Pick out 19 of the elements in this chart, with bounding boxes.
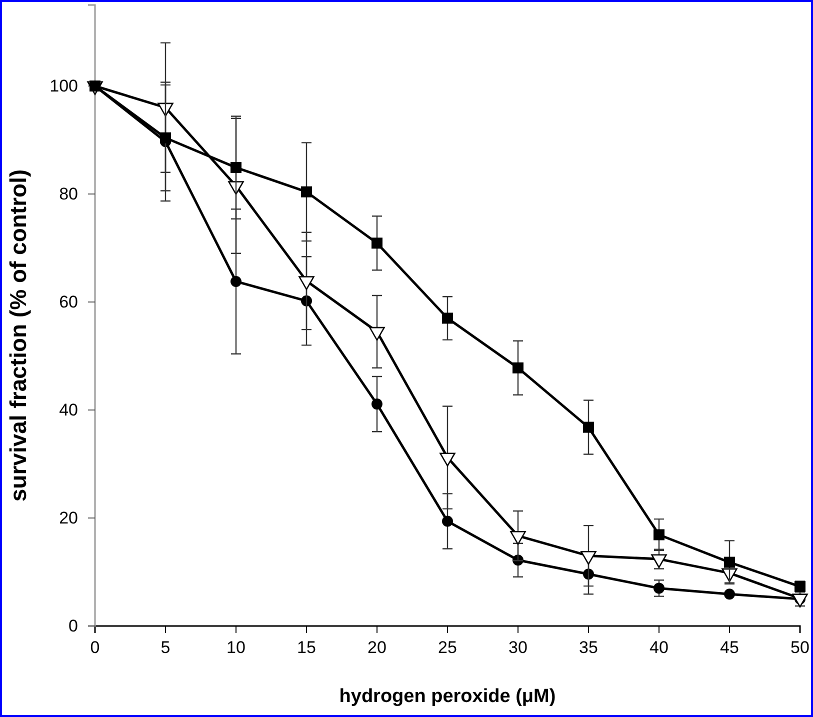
x-tick-label: 50 (790, 638, 810, 658)
x-tick-label: 10 (226, 638, 246, 658)
x-axis-title: hydrogen peroxide (μM) (339, 686, 556, 707)
x-tick-label: 30 (508, 638, 528, 658)
x-tick-label: 0 (90, 638, 100, 658)
y-tick-label: 60 (59, 292, 78, 312)
y-axis-title: survival fraction (% of control) (5, 169, 31, 502)
y-tick-label: 0 (68, 616, 78, 636)
y-tick-label: 100 (50, 76, 78, 96)
y-tick-label: 80 (59, 184, 78, 204)
x-tick-label: 45 (720, 638, 739, 658)
x-tick-label: 25 (438, 638, 457, 658)
x-tick-label: 15 (297, 638, 316, 658)
x-tick-label: 40 (650, 638, 668, 658)
x-tick-label: 20 (368, 638, 386, 658)
x-tick-label: 5 (160, 638, 170, 658)
y-tick-label: 20 (59, 508, 78, 528)
x-tick-label: 35 (579, 638, 598, 658)
y-tick-label: 40 (59, 400, 78, 420)
